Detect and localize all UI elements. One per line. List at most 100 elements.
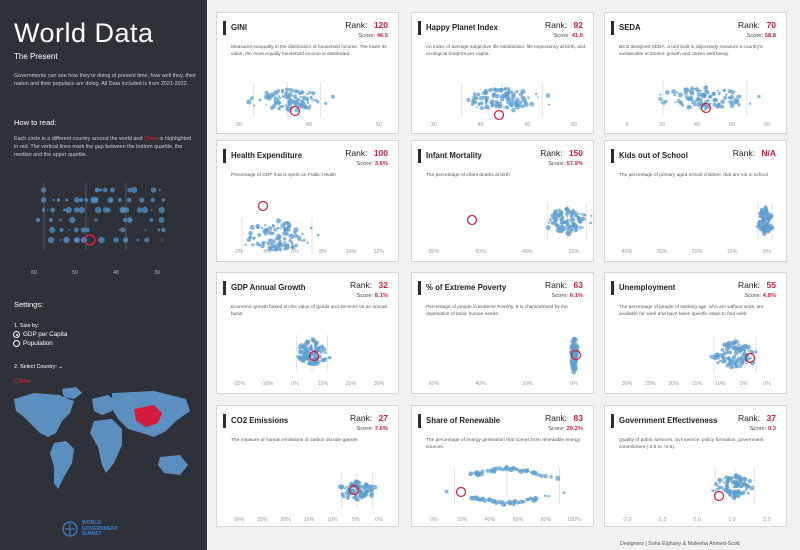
country-dot [696, 92, 702, 98]
size-option-population[interactable]: Population [13, 340, 53, 347]
world-map[interactable] [4, 385, 204, 505]
country-dot [271, 103, 277, 109]
country-dot [573, 368, 576, 371]
country-dot [698, 107, 702, 110]
card-hpi[interactable]: Happy Planet Index Rank: 92 Score: 41.9 … [411, 12, 594, 134]
score-value: 7.6% [374, 426, 388, 432]
card-unemp[interactable]: Unemployment Rank: 55 Score: 4.8% The pe… [604, 272, 787, 394]
beeswarm-chart[interactable]: 80% 60% 40% 20% [412, 141, 594, 262]
dashboard-title: World Data [14, 18, 154, 48]
card-gini[interactable]: GINI Rank: 120 Score: 46.5 Measures ineq… [216, 12, 399, 134]
example-dot [113, 237, 119, 243]
country-dot [516, 502, 520, 505]
country-dot [285, 105, 289, 109]
country-dot [751, 350, 755, 354]
example-dot [68, 228, 71, 232]
beeswarm-chart[interactable]: 0 20 40 60 80 [605, 13, 787, 134]
country-dot [719, 104, 725, 109]
beeswarm-chart[interactable]: 60% 40% 20% 0% [412, 273, 594, 394]
summit-logo-icon [62, 521, 78, 537]
example-dot [150, 197, 155, 203]
country-dot [287, 234, 290, 237]
country-dot [759, 214, 763, 219]
country-dot [276, 242, 281, 248]
card-score: Score: 46.5 [358, 33, 388, 39]
country-dot [711, 91, 716, 96]
axis-tick-label: 30% [622, 381, 633, 387]
country-dot [739, 365, 742, 369]
card-gdp[interactable]: GDP Annual Growth Rank: 32 Score: 8.1% E… [216, 272, 399, 394]
country-dot [473, 92, 477, 96]
country-dot [324, 351, 327, 354]
example-axis-tick: 50 [72, 270, 78, 276]
card-kids[interactable]: Kids out of School Rank: N/A The percent… [604, 140, 787, 262]
example-dot [52, 198, 55, 202]
axis-tick-label: 0% [763, 381, 771, 387]
axis-tick-label: 40 [694, 122, 700, 128]
country-dot [324, 357, 328, 360]
country-dot [476, 92, 481, 97]
country-dot [728, 96, 731, 99]
country-dot [500, 500, 504, 504]
card-description: Measures inequality in the distribution … [231, 45, 387, 57]
country-dot [658, 97, 663, 101]
beeswarm-chart[interactable]: 2% 4% 6% 8% 10% 12% [217, 141, 399, 262]
country-dot [760, 211, 765, 216]
card-rank: Rank: 55 [737, 280, 776, 290]
country-dot [265, 241, 267, 244]
country-dot [521, 104, 525, 109]
country-dot [763, 216, 767, 220]
dropdown-caret-icon[interactable]: ⌄ [58, 364, 63, 370]
country-dot [344, 487, 346, 490]
country-dot [344, 485, 348, 489]
beeswarm-chart[interactable]: 30 40 50 [217, 13, 399, 134]
beeswarm-chart[interactable]: -2.0 -1.0 0.0 1.0 2.0 [605, 406, 787, 527]
country-dot [512, 499, 516, 504]
country-dot [484, 104, 490, 110]
card-co2[interactable]: CO2 Emissions Rank: 27 Score: 7.6% The m… [216, 405, 399, 527]
size-option-gdp[interactable]: GDP per Capita [13, 331, 67, 338]
score-value: 8.1% [374, 293, 388, 299]
card-infant[interactable]: Infant Mortality Rank: 150 Score: 57.9% … [411, 140, 594, 262]
country-dot [744, 488, 748, 491]
country-dot [745, 344, 751, 350]
beeswarm-chart[interactable]: 0% 20% 40% 60% 80% 100% [412, 406, 594, 527]
country-dot [257, 232, 262, 237]
country-dot [248, 230, 253, 236]
axis-tick-label: 30 [431, 122, 437, 128]
country-dot [497, 466, 502, 471]
country-dot [309, 226, 313, 230]
selected-country[interactable]: China [14, 378, 31, 385]
settings-heading: Settings: [14, 300, 44, 309]
country-dot [582, 226, 585, 229]
country-dot [712, 98, 717, 102]
card-rank: Rank: 92 [544, 20, 583, 30]
beeswarm-chart[interactable]: 30% 25% 20% 15% 10% 5% 0% [605, 273, 787, 394]
country-dot [504, 465, 509, 469]
country-dot [349, 481, 353, 485]
country-dot [721, 488, 724, 491]
example-dot [108, 197, 113, 203]
card-poverty[interactable]: % of Extreme Poverty Rank: 63 Score: 0.1… [411, 272, 594, 394]
beeswarm-chart[interactable]: 30% 25% 20% 15% 10% 5% 0% [217, 406, 399, 527]
card-gov[interactable]: Government Effectiveness Rank: 37 Score:… [604, 405, 787, 527]
country-dot [466, 98, 471, 103]
card-renew[interactable]: Share of Renewable Rank: 83 Score: 29.2%… [411, 405, 594, 527]
country-dot [739, 476, 745, 482]
card-accent-bar [223, 149, 226, 163]
card-seda[interactable]: SEDA Rank: 70 Score: 58.8 BCG designed S… [604, 12, 787, 134]
country-dot [280, 104, 285, 109]
country-dot [267, 238, 272, 243]
country-dot [514, 91, 517, 94]
country-dot [297, 101, 301, 105]
country-dot [511, 92, 516, 97]
beeswarm-chart[interactable]: -20% -10% 0% 10% 20% 30% [217, 273, 399, 394]
beeswarm-chart[interactable]: 30 40 50 60 [412, 13, 594, 134]
country-dot [734, 340, 737, 343]
rank-value: 37 [766, 413, 776, 423]
card-health[interactable]: Health Expenditure Rank: 100 Score: 3.6%… [216, 140, 399, 262]
country-dot [258, 98, 262, 102]
beeswarm-chart[interactable]: 40% 30% 20% 10% 0% [605, 141, 787, 262]
card-score: Score: 7.6% [356, 426, 388, 432]
example-dot [91, 196, 98, 204]
